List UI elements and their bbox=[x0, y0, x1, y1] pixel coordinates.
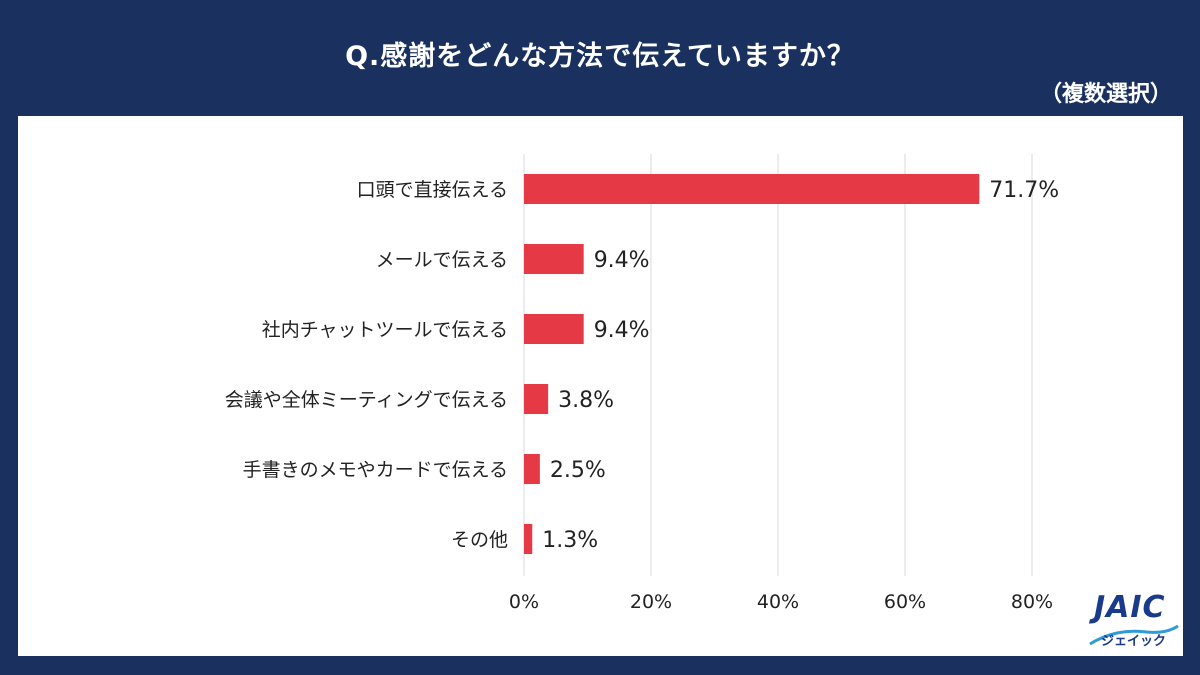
bar bbox=[524, 384, 549, 414]
category-label: 社内チャットツールで伝える bbox=[262, 319, 508, 341]
category-label: 会議や全体ミーティングで伝える bbox=[225, 389, 508, 411]
x-tick-label: 60% bbox=[884, 591, 926, 613]
value-label: 9.4% bbox=[594, 248, 650, 273]
x-tick-label: 20% bbox=[630, 591, 672, 613]
value-label: 9.4% bbox=[594, 318, 650, 343]
bar-chart: 0% 20% 40% 60% 80% 口頭で直接伝える 71.7% メールで伝える 9.4% 社内… bbox=[225, 154, 1059, 613]
x-tick-label: 40% bbox=[757, 591, 799, 613]
bar bbox=[524, 524, 533, 554]
category-label: 口頭で直接伝える bbox=[357, 179, 508, 201]
logo-text: JAIC bbox=[1094, 590, 1166, 625]
bar bbox=[524, 454, 540, 484]
chart-panel: 0% 20% 40% 60% 80% 口頭で直接伝える 71.7% メールで伝える 9.4% 社内… bbox=[18, 116, 1183, 656]
x-tick-label: 0% bbox=[509, 591, 539, 613]
logo-swoosh-icon bbox=[1089, 624, 1179, 646]
chart-title: Q.感謝をどんな方法で伝えていますか？ bbox=[345, 41, 855, 72]
category-label: その他 bbox=[451, 529, 508, 551]
value-label: 3.8% bbox=[558, 388, 614, 413]
value-label: 71.7% bbox=[989, 178, 1059, 203]
category-label: メールで伝える bbox=[376, 249, 508, 271]
logo-subtext: ジェイック bbox=[1101, 634, 1167, 649]
value-label: 1.3% bbox=[542, 528, 598, 553]
category-label: 手書きのメモやカードで伝える bbox=[243, 459, 508, 481]
x-tick-label: 80% bbox=[1011, 591, 1053, 613]
bar bbox=[524, 174, 980, 204]
bar bbox=[524, 314, 584, 344]
chart-subtitle: （複数選択） bbox=[1039, 82, 1172, 107]
bar bbox=[524, 244, 584, 274]
value-label: 2.5% bbox=[550, 458, 606, 483]
